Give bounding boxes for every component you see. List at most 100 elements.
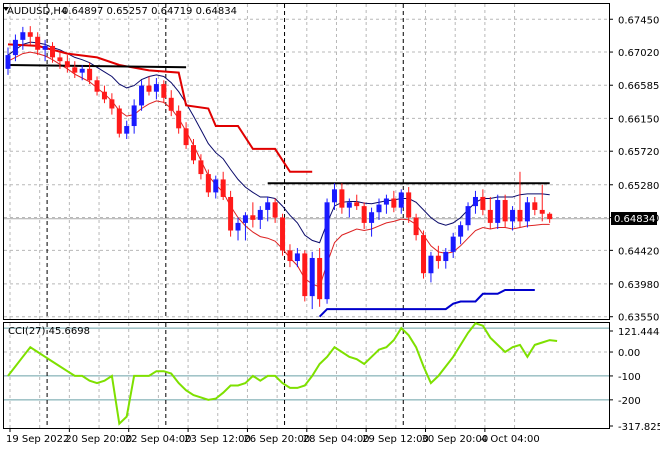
- candle-body: [472, 196, 478, 207]
- candle-body: [139, 85, 145, 106]
- candle-body: [72, 67, 78, 73]
- y-tick-label: 0.67020: [618, 48, 659, 59]
- candle-body: [287, 250, 293, 262]
- y-tick-label: 0.66585: [618, 81, 659, 92]
- candle-body: [413, 217, 419, 236]
- candle-body: [502, 200, 508, 222]
- y-tick-label: 0.66150: [618, 114, 659, 125]
- y-tick-label: 0.65720: [618, 147, 659, 158]
- candle-body: [331, 189, 337, 203]
- y-tick-label: 0.64420: [618, 246, 659, 257]
- trailing-stop-line: [7, 43, 313, 173]
- candle-body: [20, 32, 26, 40]
- candle-body: [220, 179, 226, 197]
- candle-body: [213, 179, 219, 193]
- candle-body: [391, 198, 397, 208]
- candle-body: [547, 213, 553, 220]
- candle-body: [376, 204, 382, 213]
- last-price-label: 0.64834: [614, 214, 655, 225]
- cci-y-tick-label: 0.00: [618, 348, 640, 359]
- candle-body: [35, 36, 41, 50]
- candle-body: [57, 57, 63, 62]
- cci-panel-header: CCI(27) 45.6698: [8, 326, 90, 337]
- candle-body: [539, 209, 545, 214]
- cci-line: [7, 322, 558, 426]
- candle-body: [257, 209, 263, 220]
- y-tick-label: 0.63980: [618, 280, 659, 291]
- candle-body: [369, 212, 375, 223]
- candle-body: [495, 200, 501, 223]
- candle-body: [421, 235, 427, 274]
- x-tick-label: 4 Oct 04:00: [481, 434, 540, 445]
- candle-body: [146, 85, 152, 92]
- candle-body: [524, 202, 530, 222]
- candle-body: [339, 189, 345, 208]
- support-line: [318, 289, 535, 318]
- early-level-line: [7, 64, 187, 69]
- candle-body: [87, 68, 93, 81]
- candle-body: [191, 145, 196, 161]
- candle-body: [265, 202, 271, 210]
- y-tick-label: 0.67450: [618, 15, 659, 26]
- candle-body: [250, 215, 256, 220]
- candle-body: [435, 255, 441, 262]
- price-panel-header-ohlc: 0.64897 0.65257 0.64719 0.64834: [62, 6, 237, 17]
- candle-body: [346, 202, 352, 208]
- y-tick-label: 0.63550: [618, 313, 659, 324]
- candle-body: [228, 196, 234, 231]
- candle-body: [480, 196, 486, 210]
- candle-body: [12, 39, 18, 56]
- candle-body: [383, 198, 389, 205]
- candle-body: [79, 68, 85, 73]
- candle-body: [64, 61, 70, 68]
- candle-body: [510, 209, 516, 222]
- x-tick-label: 22 Sep 04:00: [125, 434, 192, 445]
- candle-body: [242, 215, 248, 223]
- candle-body: [458, 225, 464, 237]
- cci-y-tick-label: 121.4444: [618, 327, 660, 338]
- candle-body: [280, 217, 286, 251]
- y-tick-label: 0.65280: [618, 181, 659, 192]
- x-tick-label: 23 Sep 12:00: [184, 434, 251, 445]
- candle-body: [465, 206, 471, 226]
- candle-body: [94, 80, 100, 92]
- cci-y-tick-label: -317.8253: [618, 422, 660, 433]
- cci-y-tick-label: -100: [618, 372, 641, 383]
- price-panel: [3, 3, 610, 320]
- x-tick-label: 28 Sep 04:00: [303, 434, 370, 445]
- candle-body: [109, 99, 115, 109]
- candle-body: [42, 45, 48, 50]
- candle-body: [406, 192, 412, 218]
- candle-body: [131, 105, 137, 127]
- x-tick-label: 30 Sep 20:00: [422, 434, 489, 445]
- last-price-marker: 0.64834: [611, 212, 657, 225]
- candle-body: [361, 206, 367, 223]
- candle-body: [324, 202, 330, 300]
- candle-body: [317, 257, 323, 300]
- candle-body: [161, 84, 167, 98]
- candle-body: [354, 202, 360, 207]
- candle-body: [398, 192, 404, 208]
- candle-body: [27, 32, 33, 37]
- candle-body: [116, 108, 122, 134]
- candle-body: [153, 84, 159, 92]
- candle-body: [272, 202, 278, 218]
- x-tick-label: 26 Sep 20:00: [243, 434, 310, 445]
- candle-body: [124, 126, 130, 134]
- candle-body: [517, 209, 523, 222]
- candle-body: [450, 236, 456, 252]
- candle-body: [183, 128, 189, 146]
- candle-body: [309, 257, 315, 297]
- candle-body: [198, 160, 204, 175]
- x-tick-label: 29 Sep 12:00: [362, 434, 429, 445]
- candle-body: [302, 253, 308, 297]
- candle-body: [176, 110, 182, 129]
- candle-body: [50, 45, 56, 58]
- candle-body: [428, 255, 434, 274]
- x-tick-label: 19 Sep 2022: [6, 434, 69, 445]
- candle-body: [294, 253, 300, 262]
- candle-body: [487, 209, 493, 223]
- expand-triangle-icon[interactable]: [3, 7, 9, 11]
- cci-y-tick-label: -200: [618, 396, 641, 407]
